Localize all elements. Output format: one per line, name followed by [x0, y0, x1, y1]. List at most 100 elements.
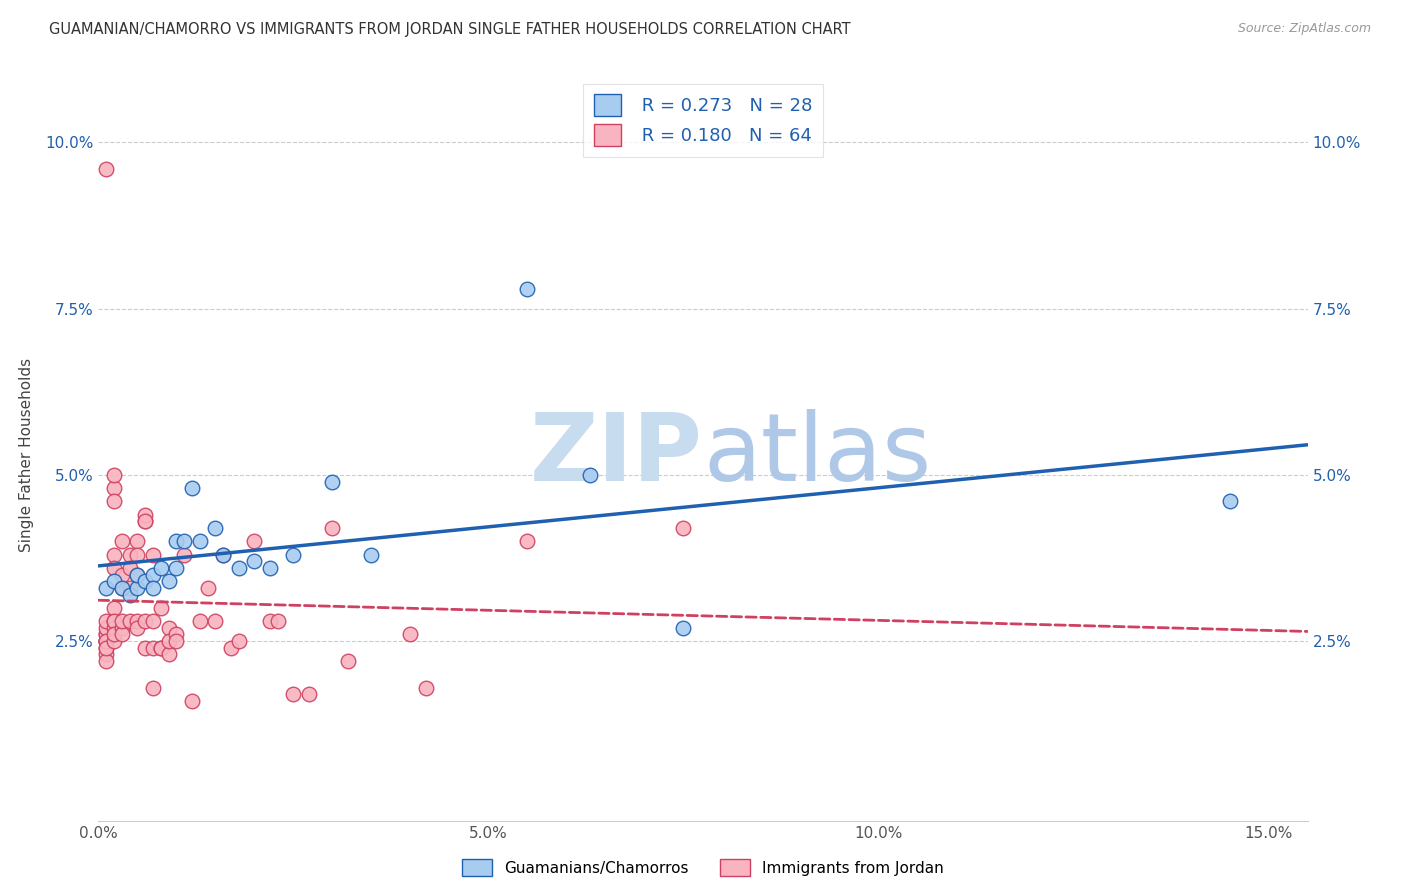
Point [1219, 494, 1241, 508]
Point [321, 475, 343, 489]
Point [149, 640, 172, 655]
Point [197, 581, 219, 595]
Point [111, 534, 134, 549]
Point [134, 508, 156, 522]
Point [142, 567, 165, 582]
Point [579, 467, 602, 482]
Point [188, 614, 211, 628]
Point [96, 161, 118, 176]
Point [173, 548, 195, 562]
Point [142, 681, 165, 695]
Point [165, 627, 187, 641]
Point [516, 534, 538, 549]
Point [103, 494, 125, 508]
Point [142, 614, 165, 628]
Point [243, 554, 266, 568]
Point [259, 561, 281, 575]
Point [142, 548, 165, 562]
Point [96, 621, 118, 635]
Point [149, 561, 172, 575]
Point [103, 561, 125, 575]
Point [96, 627, 118, 641]
Legend:  R = 0.273   N = 28,  R = 0.180   N = 64: R = 0.273 N = 28, R = 0.180 N = 64 [583, 84, 823, 156]
Point [127, 614, 149, 628]
Point [228, 634, 250, 648]
Point [267, 614, 290, 628]
Point [134, 640, 156, 655]
Point [283, 687, 305, 701]
Point [127, 567, 149, 582]
Point [228, 561, 250, 575]
Point [111, 621, 134, 635]
Point [134, 515, 156, 529]
Point [127, 581, 149, 595]
Point [157, 574, 180, 589]
Point [96, 614, 118, 628]
Point [672, 521, 695, 535]
Point [103, 600, 125, 615]
Point [149, 640, 172, 655]
Point [243, 534, 266, 549]
Point [181, 694, 204, 708]
Point [259, 614, 281, 628]
Point [96, 634, 118, 648]
Point [118, 548, 141, 562]
Text: ZIP: ZIP [530, 409, 703, 501]
Point [103, 627, 125, 641]
Point [188, 534, 211, 549]
Point [181, 481, 204, 495]
Point [118, 614, 141, 628]
Point [283, 548, 305, 562]
Point [118, 581, 141, 595]
Point [165, 534, 187, 549]
Point [149, 600, 172, 615]
Point [96, 648, 118, 662]
Point [204, 614, 226, 628]
Point [157, 648, 180, 662]
Point [96, 634, 118, 648]
Point [96, 634, 118, 648]
Point [321, 521, 343, 535]
Point [103, 574, 125, 589]
Point [96, 634, 118, 648]
Point [103, 481, 125, 495]
Point [516, 282, 538, 296]
Point [111, 581, 134, 595]
Point [127, 567, 149, 582]
Point [103, 548, 125, 562]
Point [142, 581, 165, 595]
Legend: Guamanians/Chamorros, Immigrants from Jordan: Guamanians/Chamorros, Immigrants from Jo… [456, 853, 950, 882]
Point [103, 621, 125, 635]
Point [415, 681, 437, 695]
Point [360, 548, 382, 562]
Point [298, 687, 321, 701]
Point [219, 640, 242, 655]
Point [142, 640, 165, 655]
Point [118, 561, 141, 575]
Point [103, 467, 125, 482]
Point [134, 614, 156, 628]
Y-axis label: Single Father Households: Single Father Households [20, 358, 34, 552]
Point [96, 654, 118, 668]
Point [96, 640, 118, 655]
Point [96, 581, 118, 595]
Point [111, 614, 134, 628]
Point [399, 627, 422, 641]
Point [96, 627, 118, 641]
Text: Source: ZipAtlas.com: Source: ZipAtlas.com [1237, 22, 1371, 36]
Point [111, 627, 134, 641]
Text: GUAMANIAN/CHAMORRO VS IMMIGRANTS FROM JORDAN SINGLE FATHER HOUSEHOLDS CORRELATIO: GUAMANIAN/CHAMORRO VS IMMIGRANTS FROM JO… [49, 22, 851, 37]
Point [672, 621, 695, 635]
Point [165, 561, 187, 575]
Point [157, 621, 180, 635]
Point [111, 567, 134, 582]
Point [212, 548, 235, 562]
Point [118, 588, 141, 602]
Point [173, 534, 195, 549]
Point [103, 614, 125, 628]
Point [111, 581, 134, 595]
Point [204, 521, 226, 535]
Point [134, 515, 156, 529]
Point [127, 534, 149, 549]
Point [103, 614, 125, 628]
